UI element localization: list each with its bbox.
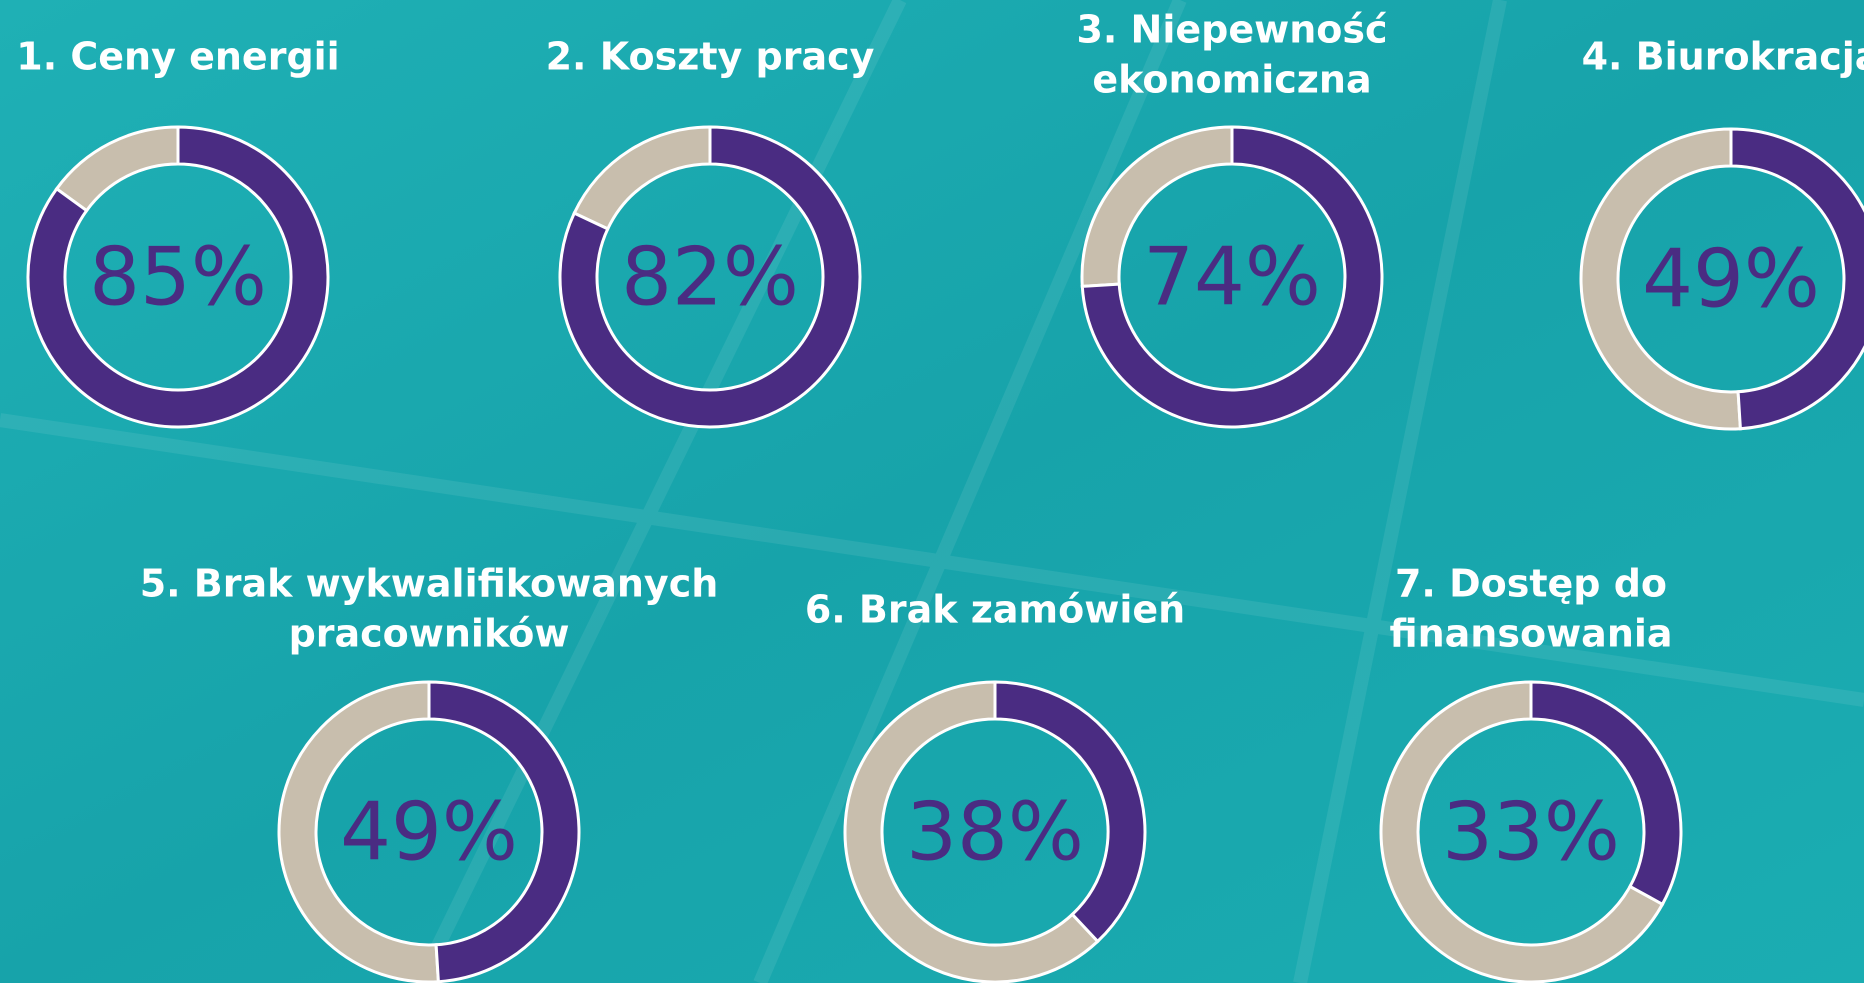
chart-title: ekonomiczna xyxy=(1092,58,1371,102)
chart-panel: 1. Ceny energii 85% 2. Koszty pracy 82% 3. N… xyxy=(0,0,1864,983)
chart-title: pracowników xyxy=(289,612,570,656)
chart-title: finansowania xyxy=(1389,612,1672,656)
chart-title: 1. Ceny energii xyxy=(16,35,339,79)
value-label: 74% xyxy=(1143,231,1321,324)
chart-title: 6. Brak zamówień xyxy=(805,588,1185,632)
value-label: 49% xyxy=(340,786,518,879)
page: 1. Ceny energii 85% 2. Koszty pracy 82% 3. N… xyxy=(0,0,1864,983)
chart-title: 4. Biurokracja xyxy=(1582,35,1864,79)
value-label: 33% xyxy=(1442,786,1620,879)
value-label: 38% xyxy=(906,786,1084,879)
value-label: 49% xyxy=(1642,233,1820,326)
value-label: 82% xyxy=(621,231,799,324)
chart-title: 2. Koszty pracy xyxy=(546,35,875,79)
chart-title: 3. Niepewność xyxy=(1076,8,1387,52)
chart-title: 5. Brak wykwalifikowanych xyxy=(140,562,719,606)
value-label: 85% xyxy=(89,231,267,324)
chart-title: 7. Dostęp do xyxy=(1395,562,1667,606)
